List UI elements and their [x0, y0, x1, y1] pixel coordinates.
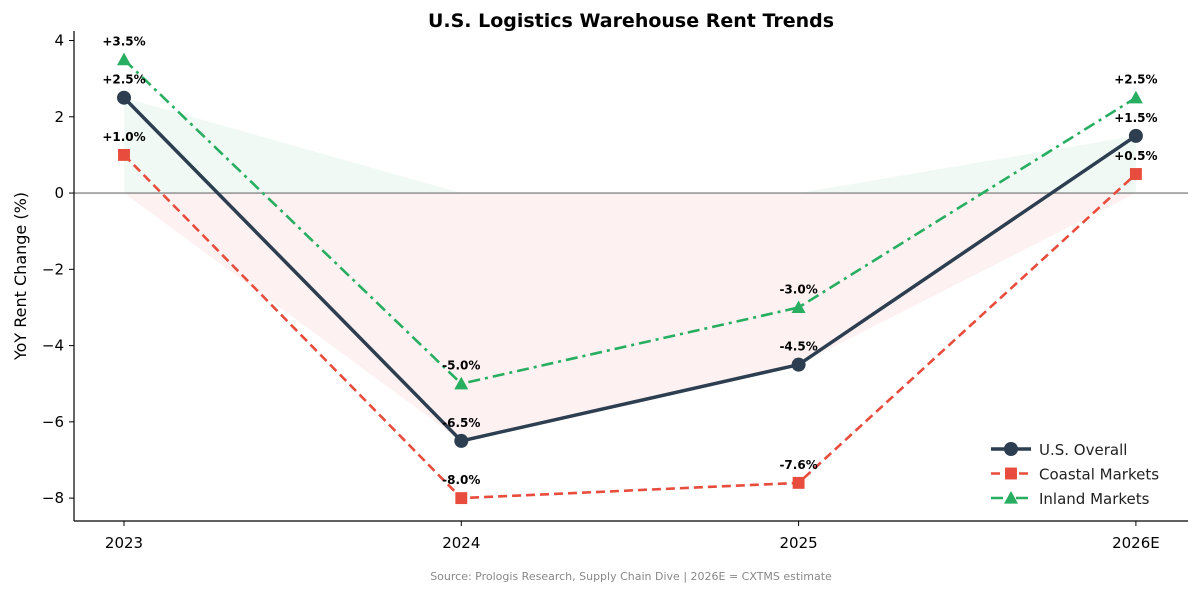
negative-fill-area [124, 193, 1136, 441]
legend-label: U.S. Overall [1039, 441, 1127, 459]
square-marker [792, 476, 805, 489]
series-inland-markets [117, 52, 1143, 390]
data-label: +1.5% [1114, 111, 1157, 125]
triangle-marker [1004, 491, 1018, 504]
y-tick-label: 4 [54, 32, 64, 50]
circle-marker [454, 433, 469, 448]
chart-title: U.S. Logistics Warehouse Rent Trends [428, 10, 834, 32]
series-u-s-overall [117, 90, 1143, 448]
x-tick-label: 2023 [105, 534, 143, 552]
data-label: +1.0% [102, 130, 145, 144]
square-marker [1005, 467, 1017, 480]
data-label: -5.0% [442, 359, 480, 373]
data-label: +0.5% [1114, 149, 1157, 163]
data-label: -4.5% [779, 340, 817, 354]
data-label: -7.6% [779, 458, 817, 472]
triangle-marker [1128, 90, 1143, 104]
triangle-marker [791, 300, 806, 314]
series-line [123, 58, 1137, 386]
triangle-marker [117, 52, 131, 66]
y-tick-label: −8 [42, 489, 64, 507]
square-marker [1129, 168, 1142, 180]
circle-marker [1128, 128, 1143, 143]
data-label: -3.0% [779, 282, 817, 296]
circle-marker [117, 90, 131, 105]
source-note: Source: Prologis Research, Supply Chain … [430, 570, 832, 583]
positive-fill-area [124, 97, 1136, 194]
y-tick-label: 2 [54, 108, 64, 126]
square-marker [118, 148, 130, 161]
data-label: -8.0% [442, 473, 480, 487]
square-marker [455, 492, 468, 505]
y-tick-label: −2 [42, 260, 64, 278]
series-line [122, 96, 1137, 443]
y-tick-label: −6 [42, 413, 64, 431]
legend-label: Coastal Markets [1039, 466, 1159, 484]
x-tick-label: 2024 [442, 534, 480, 552]
data-label: +2.5% [102, 73, 145, 87]
circle-marker [791, 357, 806, 372]
x-tick-label: 2025 [780, 534, 818, 552]
circle-marker [1004, 442, 1018, 456]
triangle-marker [454, 376, 469, 390]
y-tick-label: −4 [42, 337, 64, 355]
series-coastal-markets [118, 148, 1142, 505]
data-label: +2.5% [1114, 73, 1157, 87]
x-tick-label: 2026E [1112, 534, 1160, 552]
series-line [123, 154, 1137, 500]
y-tick-label: 0 [54, 184, 64, 202]
legend-label: Inland Markets [1039, 490, 1150, 508]
data-label: -6.5% [442, 416, 480, 430]
data-label: +3.5% [102, 35, 145, 49]
legend: U.S. Overall Coastal Markets Inland Market… [991, 441, 1159, 508]
y-axis-label: YoY Rent Change (%) [11, 192, 30, 361]
